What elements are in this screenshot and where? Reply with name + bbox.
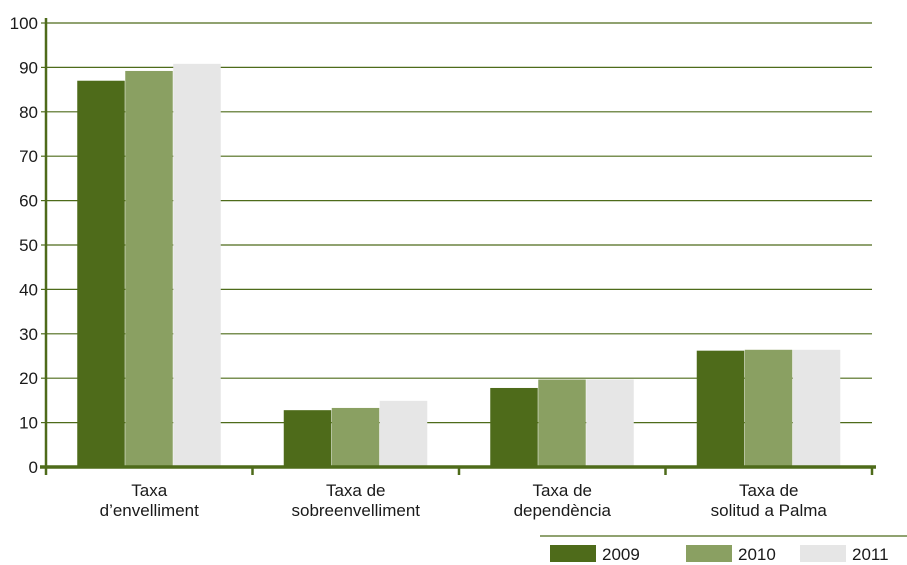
bar-2011-3	[586, 379, 634, 467]
y-axis-ticks: 0 10 20 30 40 50 60 70 80 90 100	[10, 14, 46, 477]
y-tick-label: 90	[19, 58, 38, 77]
bar-2010-1	[125, 70, 173, 468]
x-category-label: Taxa de	[739, 481, 799, 500]
bar-2010-3	[538, 379, 586, 467]
axes	[40, 18, 876, 475]
bar-2010-2	[331, 407, 380, 467]
legend-swatch-2009	[550, 545, 596, 562]
x-category-label: Taxa de	[532, 481, 592, 500]
legend: 2009 2010 2011	[540, 535, 907, 564]
y-tick-label: 70	[19, 147, 38, 166]
x-category-label: dependència	[514, 501, 612, 520]
x-category-label: d’envelliment	[100, 501, 199, 520]
y-tick-label: 0	[29, 458, 38, 477]
bar-2009-3	[490, 387, 538, 467]
legend-label-2011: 2011	[852, 545, 889, 564]
bar-2009-2	[283, 410, 332, 467]
legend-label-2009: 2009	[602, 545, 640, 564]
x-category-label: Taxa de	[326, 481, 386, 500]
x-category-label: sobreenvelliment	[291, 501, 420, 520]
x-category-label: solitud a Palma	[711, 501, 828, 520]
bar-2011-4	[792, 349, 841, 467]
bar-2009-1	[77, 80, 125, 467]
y-tick-label: 100	[10, 14, 38, 33]
x-category-label: Taxa	[131, 481, 167, 500]
bar-2010-4	[744, 349, 793, 467]
y-tick-label: 50	[19, 236, 38, 255]
bars	[77, 63, 841, 468]
legend-swatch-2011	[800, 545, 846, 562]
legend-label-2010: 2010	[738, 545, 776, 564]
y-tick-label: 80	[19, 103, 38, 122]
y-tick-label: 20	[19, 369, 38, 388]
bar-2011-1	[173, 63, 221, 468]
bar-2009-4	[696, 350, 745, 467]
y-tick-label: 60	[19, 192, 38, 211]
y-tick-label: 40	[19, 280, 38, 299]
bar-2011-2	[379, 400, 428, 467]
y-tick-label: 10	[19, 414, 38, 433]
y-tick-label: 30	[19, 325, 38, 344]
legend-swatch-2010	[686, 545, 732, 562]
